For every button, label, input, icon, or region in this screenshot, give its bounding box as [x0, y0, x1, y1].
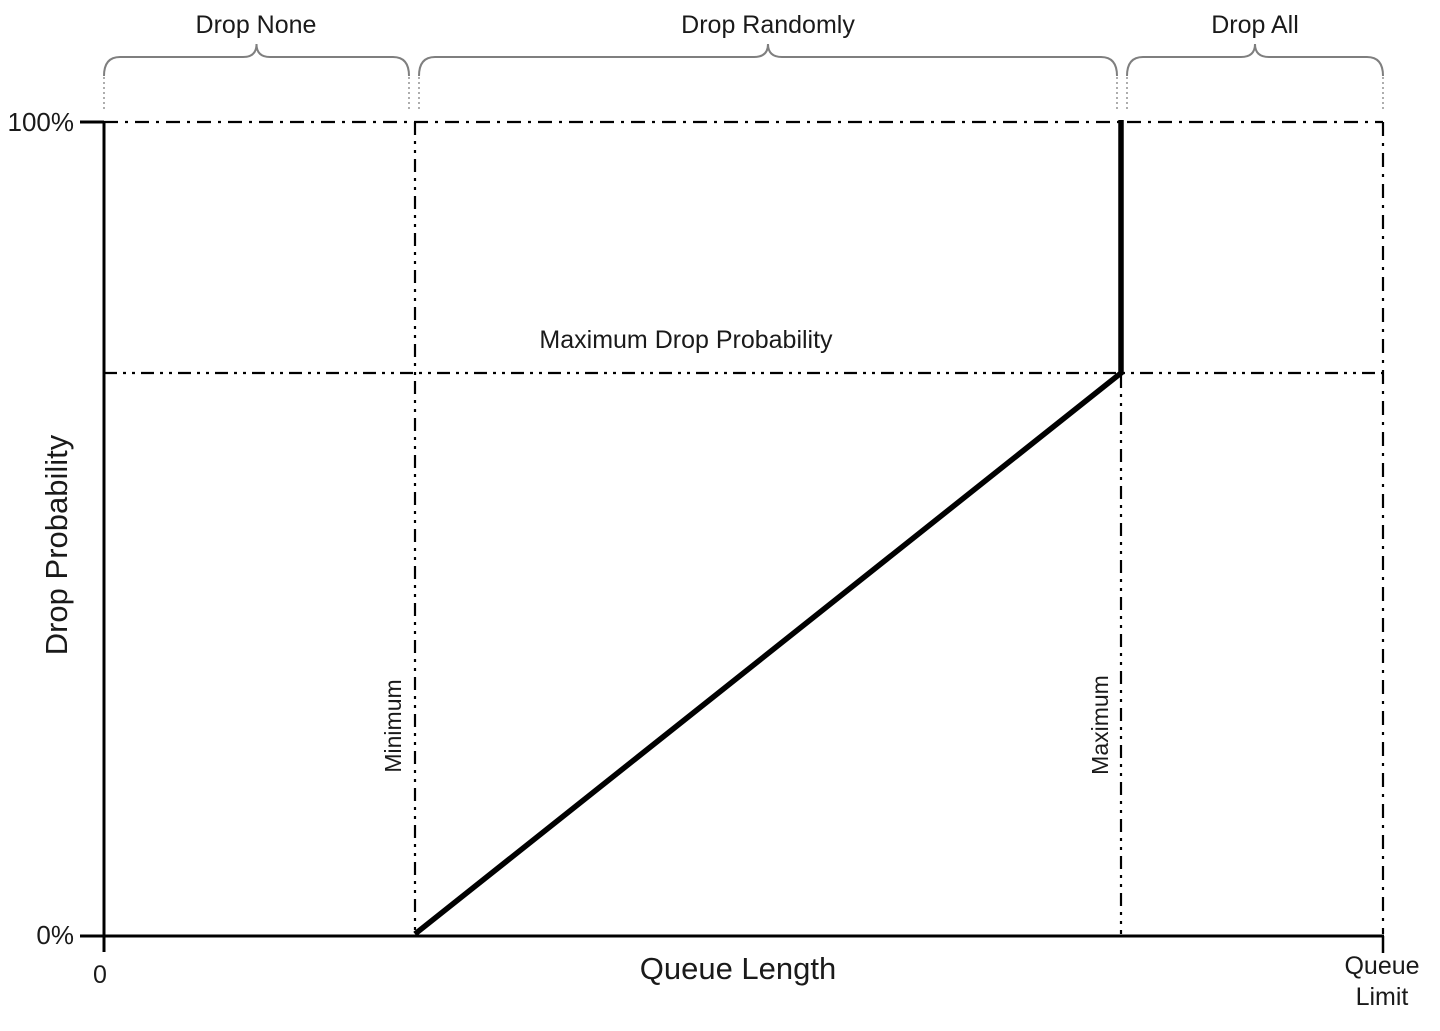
x-tick-zero: 0: [93, 961, 107, 989]
region-label-drop-randomly: Drop Randomly: [681, 11, 855, 39]
brace-edge-ticks: [103, 77, 1384, 109]
maximum-threshold-label: Maximum: [1087, 675, 1113, 775]
x-tick-queue-limit: Queue Limit: [1344, 952, 1420, 1011]
y-axis-title: Drop Probability: [39, 434, 74, 656]
x-axis-title: Queue Length: [639, 951, 837, 986]
region-braces: [103, 43, 1384, 77]
drop-probability-curve: [413, 120, 1124, 937]
brace-drop-all: [1126, 43, 1384, 77]
brace-drop-none: [103, 43, 410, 77]
region-label-drop-none: Drop None: [195, 11, 317, 39]
y-tick-0-percent: 0%: [36, 920, 74, 950]
brace-drop-randomly: [418, 43, 1118, 77]
region-label-drop-all: Drop All: [1211, 11, 1299, 39]
minimum-threshold-label: Minimum: [380, 679, 406, 773]
y-tick-100-percent: 100%: [7, 107, 75, 137]
max-drop-probability-label: Maximum Drop Probability: [539, 326, 833, 354]
